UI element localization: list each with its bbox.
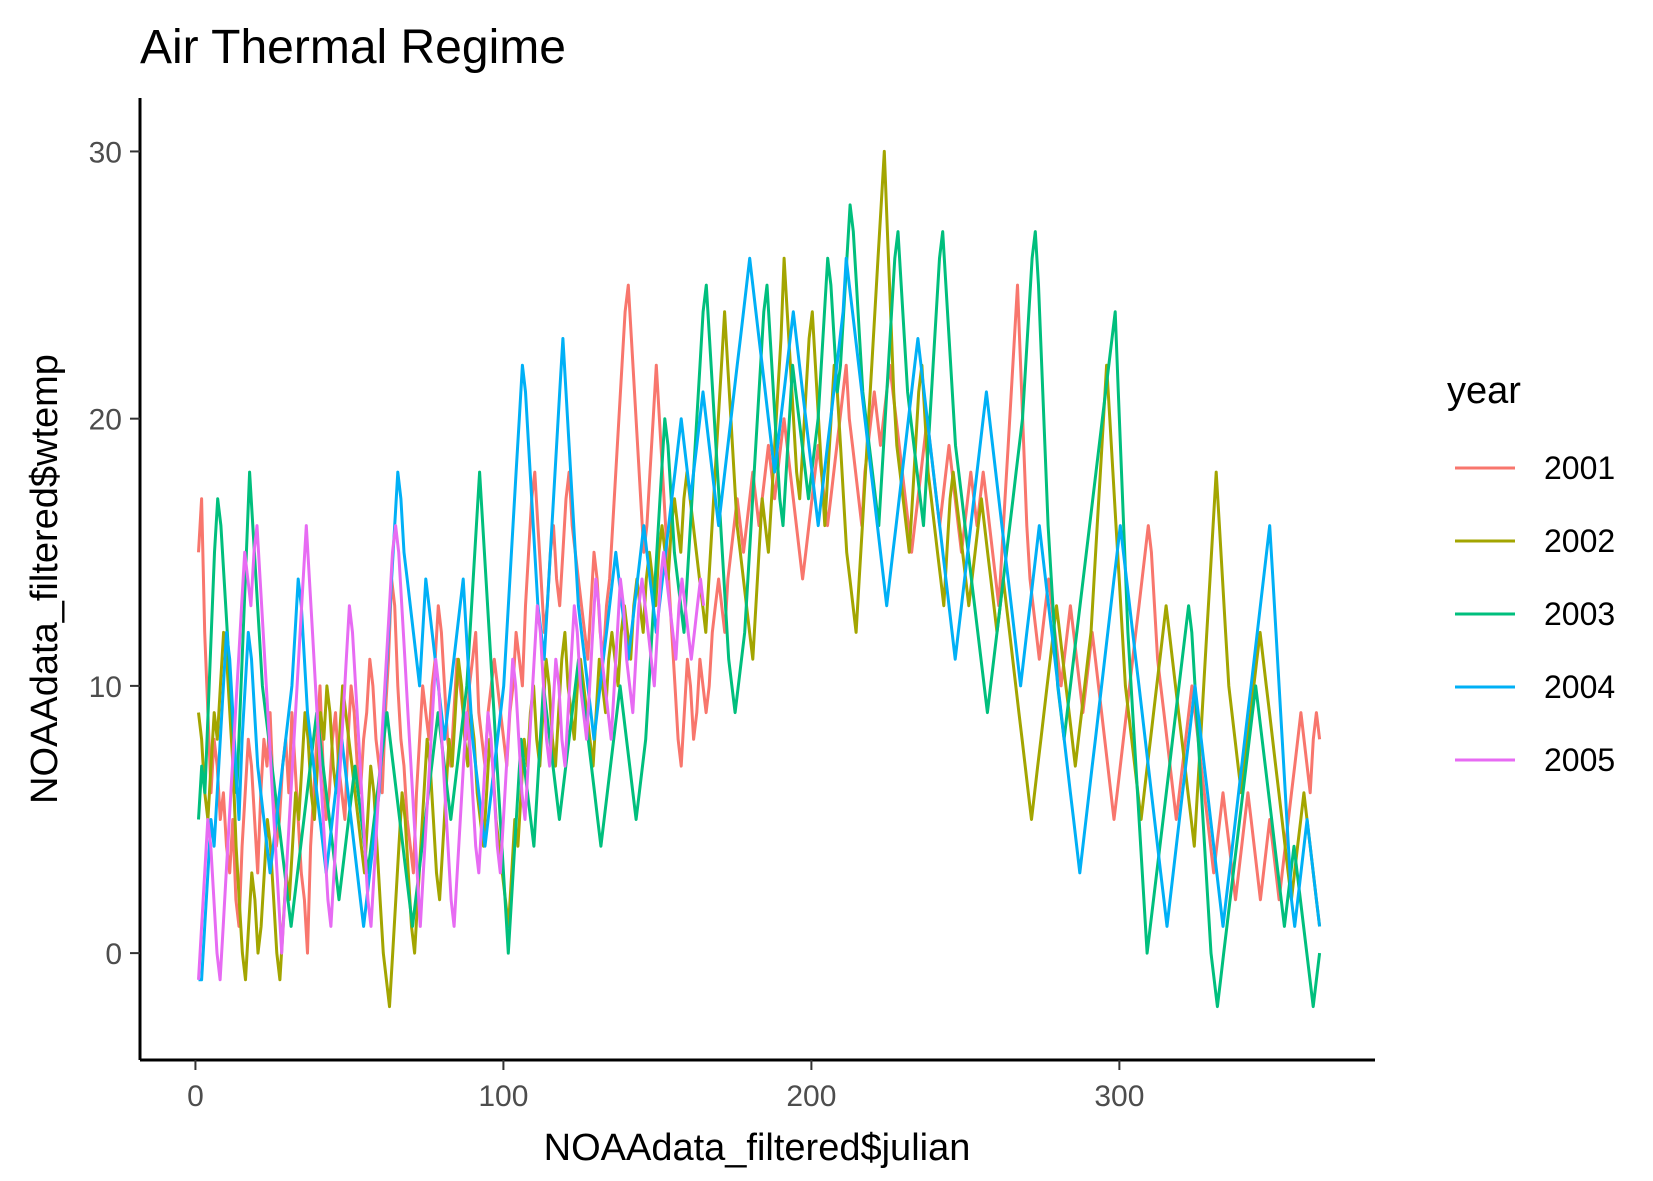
x-tick-label: 200 [786,1080,836,1113]
x-axis-title: NOAAdata_filtered$julian [544,1127,971,1169]
series-line-2003 [197,203,1322,1009]
legend-title: year [1447,370,1521,412]
plot-area [197,149,1322,1009]
x-tick-label: 100 [478,1080,528,1113]
legend-label-2003: 2003 [1544,596,1615,632]
y-tick-label: 30 [89,136,122,169]
y-tick-label: 10 [89,671,122,704]
y-tick-label: 20 [89,404,122,437]
chart-title: Air Thermal Regime [140,21,566,74]
series-line-2002 [197,149,1322,1009]
legend-label-2005: 2005 [1544,742,1615,778]
y-tick-label: 0 [105,938,122,971]
x-tick-label: 300 [1094,1080,1144,1113]
y-axis-title: NOAAdata_filtered$wtemp [24,354,66,804]
series-line-2001 [197,283,1322,955]
series-line-2005 [197,524,706,982]
legend-label-2004: 2004 [1544,669,1615,705]
legend-label-2001: 2001 [1544,450,1615,486]
legend-label-2002: 2002 [1544,523,1615,559]
legend: year 2001 2002 2003 2004 2005 [1447,370,1615,778]
x-tick-label: 0 [187,1080,204,1113]
x-axis-ticks: 0 100 200 300 [187,1060,1144,1113]
y-axis-ticks: 0 10 20 30 [89,136,140,971]
